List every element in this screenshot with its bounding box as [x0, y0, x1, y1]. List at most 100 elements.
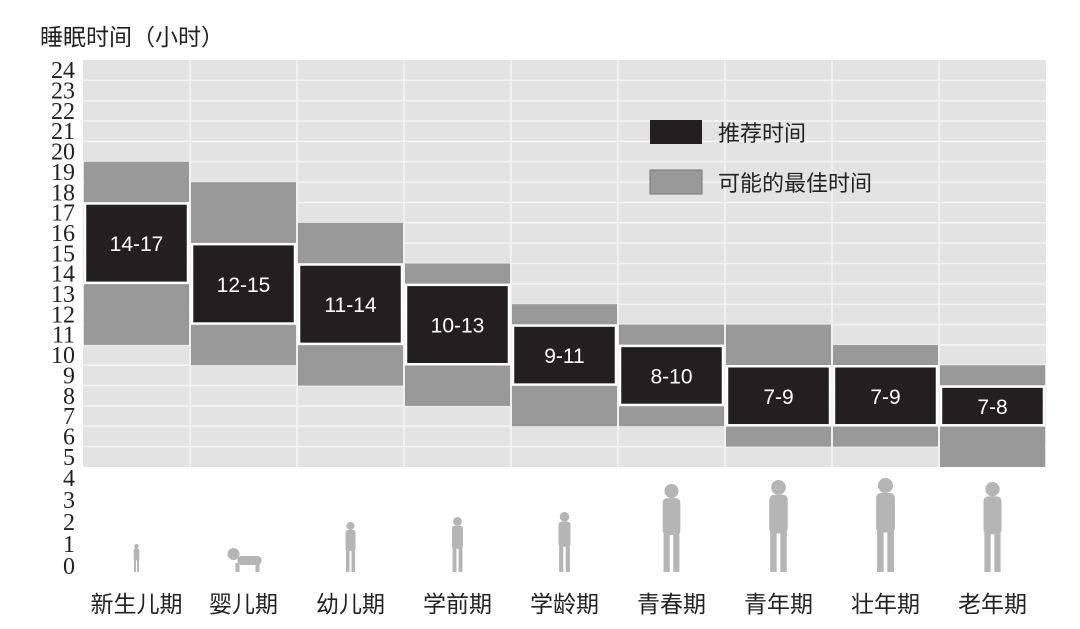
newborn-silhouette	[133, 544, 140, 572]
category-label: 壮年期	[851, 592, 920, 618]
leg	[452, 547, 457, 572]
leg	[984, 531, 991, 572]
body	[876, 493, 895, 533]
head	[771, 480, 786, 495]
range-label: 7-8	[977, 396, 1007, 419]
y-tick-label: 3	[63, 488, 75, 514]
head	[664, 484, 679, 499]
body	[452, 525, 463, 549]
range-label: 7-9	[870, 386, 900, 409]
adult-woman-silhouette	[876, 478, 895, 572]
y-tick-label: 12	[51, 302, 75, 328]
y-tick-label: 0	[63, 554, 75, 580]
arm	[235, 563, 240, 572]
category-label: 老年期	[958, 592, 1027, 618]
range-label: 10-13	[431, 315, 485, 338]
y-tick-label: 24	[51, 58, 75, 84]
category-label: 青年期	[744, 592, 813, 618]
range-label: 14-17	[110, 233, 164, 256]
head	[453, 517, 462, 526]
recommended-range-bar	[190, 242, 297, 325]
leg	[559, 545, 564, 572]
y-tick-label: 21	[51, 119, 75, 145]
leg	[770, 530, 777, 572]
recommended-range-bar	[83, 202, 190, 285]
y-tick-label: 18	[51, 180, 75, 206]
legend-swatch-possible	[649, 169, 703, 195]
y-tick-label: 2	[63, 510, 75, 536]
category-label: 婴儿期	[209, 592, 278, 618]
y-tick-label: 16	[51, 221, 75, 247]
body	[237, 556, 262, 565]
y-tick-label: 6	[63, 424, 75, 450]
recommended-range-bar	[404, 283, 511, 366]
leg	[663, 532, 670, 572]
leg	[137, 559, 140, 572]
leg	[255, 563, 260, 572]
range-label: 7-9	[763, 386, 793, 409]
y-tick-label: 19	[51, 160, 75, 186]
y-tick-label: 5	[63, 445, 75, 471]
range-label: 8-10	[650, 365, 692, 388]
recommended-range-bar	[511, 324, 618, 386]
category-label: 新生儿期	[91, 592, 183, 618]
legend-swatch-recommended	[650, 120, 702, 144]
recommended-range-bar	[618, 344, 725, 407]
head	[134, 544, 139, 549]
range-label: 11-14	[324, 294, 376, 317]
y-tick-label: 14	[51, 262, 75, 288]
head	[559, 512, 570, 522]
leg	[565, 545, 570, 572]
y-tick-label: 1	[63, 532, 75, 558]
head	[985, 482, 1000, 497]
crawling-baby-silhouette	[227, 548, 262, 572]
recommended-range-bar	[297, 263, 404, 346]
head	[877, 478, 894, 494]
y-tick-label: 10	[51, 343, 75, 369]
y-tick-label: 4	[63, 466, 75, 492]
recommended-range-bar	[832, 365, 939, 427]
leg	[133, 559, 136, 572]
head	[227, 548, 240, 560]
recommended-range-bar	[725, 365, 832, 427]
preschooler-silhouette	[452, 517, 463, 572]
leg	[887, 529, 894, 572]
toddler-silhouette	[345, 522, 356, 572]
y-tick-label: 9	[63, 363, 75, 389]
category-label: 青春期	[637, 592, 706, 618]
y-tick-label: 17	[51, 201, 75, 227]
child-silhouette	[558, 512, 571, 572]
leg	[877, 529, 884, 572]
category-label: 学前期	[423, 592, 492, 618]
y-axis-title: 睡眠时间（小时）	[40, 25, 224, 51]
range-label: 9-11	[544, 345, 584, 368]
leg	[458, 547, 463, 572]
body	[133, 548, 140, 561]
y-tick-label: 11	[52, 323, 75, 349]
body	[662, 498, 681, 536]
y-tick-label: 13	[51, 282, 75, 308]
body	[345, 530, 356, 551]
leg	[673, 532, 680, 572]
young-woman-silhouette	[769, 480, 788, 572]
category-label: 幼儿期	[316, 592, 385, 618]
body	[983, 496, 1002, 535]
legend-label-recommended: 推荐时间	[718, 122, 806, 147]
y-tick-label: 7	[63, 404, 75, 430]
head	[346, 522, 355, 530]
teen-silhouette	[662, 484, 681, 572]
leg	[351, 549, 355, 572]
leg	[994, 531, 1001, 572]
leg	[346, 549, 350, 572]
range-label: 12-15	[217, 274, 271, 297]
leg	[780, 530, 787, 572]
y-tick-label: 23	[51, 79, 75, 105]
legend-label-possible: 可能的最佳时间	[718, 172, 872, 197]
body	[769, 494, 788, 534]
y-tick-label: 22	[51, 99, 75, 125]
y-tick-label: 8	[63, 384, 75, 410]
y-tick-label: 15	[51, 241, 75, 267]
body	[558, 521, 571, 547]
y-tick-label: 20	[51, 140, 75, 166]
